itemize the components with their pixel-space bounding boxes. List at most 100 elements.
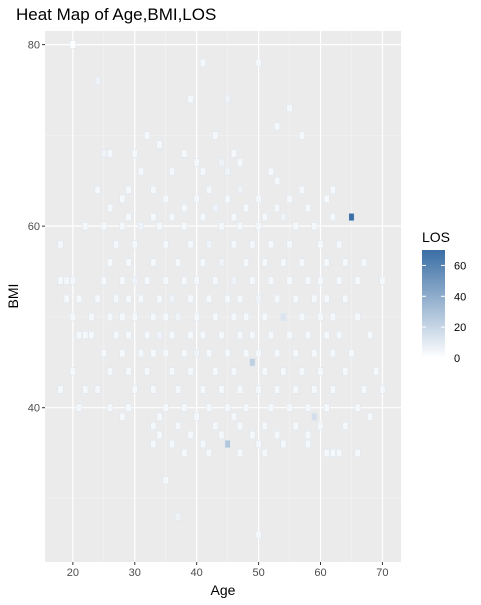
heatmap-cell	[330, 186, 335, 193]
heatmap-cell	[101, 222, 106, 229]
heatmap-cell	[293, 386, 298, 393]
heatmap-cell	[293, 350, 298, 357]
heatmap-cell	[262, 313, 267, 320]
heatmap-cell	[213, 204, 218, 211]
x-tick-label: 40	[191, 567, 203, 579]
heatmap-cell	[213, 132, 218, 139]
heatmap-cell	[157, 331, 162, 338]
heatmap-cell	[318, 368, 323, 375]
heatmap-cell	[194, 350, 199, 357]
heatmap-cell	[107, 368, 112, 375]
heatmap-cell	[343, 259, 348, 266]
heatmap-cell	[225, 168, 230, 175]
heatmap-cell	[101, 277, 106, 284]
x-tick-label: 30	[129, 567, 141, 579]
heatmap-cell	[144, 132, 149, 139]
heatmap-cell	[324, 404, 329, 411]
heatmap-cell	[318, 277, 323, 284]
heatmap-cell	[144, 368, 149, 375]
heatmap-cell	[83, 386, 88, 393]
heatmap-cell	[275, 123, 280, 130]
heatmap-cell	[188, 431, 193, 438]
heatmap-cell	[231, 213, 236, 220]
heatmap-cell	[287, 331, 292, 338]
heatmap-cell	[120, 313, 125, 320]
heatmap-cell	[275, 295, 280, 302]
heatmap-cell	[175, 386, 180, 393]
heatmap-cell	[330, 313, 335, 320]
heatmap-cell	[213, 368, 218, 375]
heatmap-cell	[336, 449, 341, 456]
heatmap-cell	[318, 313, 323, 320]
heatmap-cell	[244, 313, 249, 320]
legend-tick-label: 20	[454, 322, 466, 334]
heatmap-cell	[163, 277, 168, 284]
heatmap-cell	[380, 386, 385, 393]
heatmap-cell	[213, 277, 218, 284]
heatmap-cell	[374, 368, 379, 375]
heatmap-cell	[355, 277, 360, 284]
heatmap-cell	[219, 386, 224, 393]
legend-title: LOS	[422, 229, 450, 245]
heatmap-cell	[132, 277, 137, 284]
heatmap-cell	[293, 422, 298, 429]
heatmap-cell	[275, 431, 280, 438]
heatmap-cell	[182, 277, 187, 284]
heatmap-cell	[324, 259, 329, 266]
x-tick-label: 60	[314, 567, 326, 579]
heatmap-cell	[318, 422, 323, 429]
heatmap-cell	[312, 413, 317, 420]
heatmap-cell	[175, 513, 180, 520]
heatmap-cell	[89, 313, 94, 320]
heatmap-cell	[219, 259, 224, 266]
heatmap-cell	[380, 277, 385, 284]
heatmap-cell	[336, 277, 341, 284]
heatmap-cell	[58, 386, 63, 393]
heatmap-cell	[169, 331, 174, 338]
heatmap-cell	[138, 168, 143, 175]
heatmap-cell	[169, 213, 174, 220]
heatmap-cell	[343, 295, 348, 302]
heatmap-cell	[262, 449, 267, 456]
heatmap-cell	[293, 295, 298, 302]
heatmap-cell	[132, 386, 137, 393]
chart-title: Heat Map of Age,BMI,LOS	[16, 5, 216, 24]
heatmap-cell	[175, 259, 180, 266]
heatmap-cell	[256, 222, 261, 229]
heatmap-cell	[287, 241, 292, 248]
heatmap-cell	[312, 350, 317, 357]
heatmap-cell	[169, 168, 174, 175]
heatmap-cell	[206, 186, 211, 193]
heatmap-cell	[367, 413, 372, 420]
legend-colorbar	[422, 250, 445, 358]
heatmap-cell	[237, 159, 242, 166]
heatmap-cell	[287, 104, 292, 111]
heatmap-cell	[132, 150, 137, 157]
heatmap-cell	[182, 204, 187, 211]
heatmap-cell	[157, 431, 162, 438]
heatmap-cell	[305, 440, 310, 447]
heatmap-cell	[225, 195, 230, 202]
heatmap-cell	[225, 95, 230, 102]
heatmap-cell	[256, 295, 261, 302]
heatmap-cell	[157, 295, 162, 302]
heatmap-cell	[299, 259, 304, 266]
heatmap-cell	[349, 350, 354, 357]
heatmap-cell	[194, 195, 199, 202]
legend-tick-label: 60	[454, 260, 466, 272]
heatmap-cell	[361, 386, 366, 393]
heatmap-cell	[151, 259, 156, 266]
heatmap-cell	[120, 277, 125, 284]
heatmap-cell	[225, 440, 230, 447]
heatmap-cell	[244, 404, 249, 411]
heatmap-cell	[151, 386, 156, 393]
heatmap-cell	[287, 277, 292, 284]
heatmap-cell	[231, 277, 236, 284]
heatmap-cell	[219, 159, 224, 166]
heatmap-cell	[275, 386, 280, 393]
heatmap-cell	[200, 213, 205, 220]
heatmap-cell	[188, 295, 193, 302]
heatmap-cell	[305, 331, 310, 338]
heatmap-cell	[126, 186, 131, 193]
heatmap-cell	[101, 350, 106, 357]
